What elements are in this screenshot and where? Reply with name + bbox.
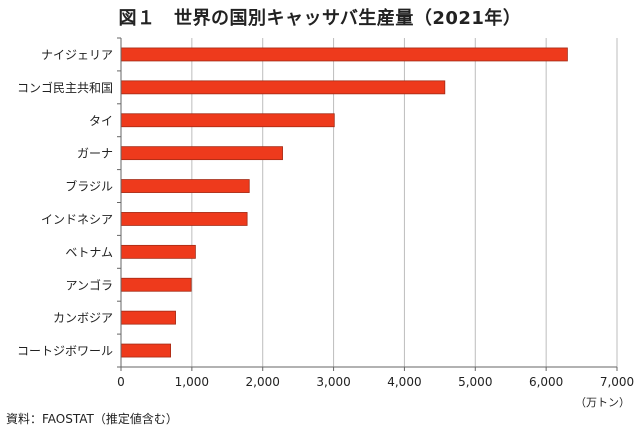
bar	[120, 343, 171, 358]
grid-lines	[191, 38, 618, 367]
source-note: 資料：FAOSTAT（推定値含む）	[6, 412, 178, 426]
x-tick-label: 2,000	[246, 375, 280, 389]
y-tick-label: ナイジェリア	[41, 48, 113, 62]
labels: ナイジェリアコンゴ民主共和国タイガーナブラジルインドネシアベトナムアンゴラカンボ…	[17, 48, 634, 409]
bar	[120, 212, 248, 226]
x-unit-label: （万トン）	[575, 396, 630, 409]
x-tick-label: 7,000	[600, 375, 634, 389]
y-tick-label: インドネシア	[41, 212, 113, 226]
x-tick-label: 6,000	[529, 375, 563, 389]
y-tick-label: ブラジル	[65, 179, 113, 194]
y-tick-label: コートジボワール	[17, 344, 113, 358]
bar	[120, 113, 335, 128]
bar	[120, 277, 192, 292]
bar	[120, 47, 568, 62]
bar	[120, 80, 446, 95]
x-tick-label: 3,000	[316, 375, 350, 389]
y-tick-label: コンゴ民主共和国	[17, 80, 113, 95]
y-tick-label: ガーナ	[77, 147, 113, 161]
x-tick-label: 5,000	[458, 375, 492, 389]
x-tick-label: 4,000	[387, 375, 421, 389]
bars	[120, 47, 568, 358]
bar	[120, 146, 283, 161]
bar	[120, 244, 196, 259]
chart-title: 図１ 世界の国別キャッサバ生産量（2021年）	[118, 8, 522, 29]
y-tick-label: カンボジア	[53, 311, 113, 325]
x-tick-label: 0	[117, 375, 125, 389]
y-tick-label: ベトナム	[65, 245, 113, 259]
axes	[117, 37, 618, 371]
bar	[120, 179, 250, 193]
y-tick-label: アンゴラ	[65, 277, 113, 292]
bar	[120, 310, 176, 325]
y-tick-label: タイ	[89, 114, 113, 128]
x-tick-label: 1,000	[175, 375, 209, 389]
